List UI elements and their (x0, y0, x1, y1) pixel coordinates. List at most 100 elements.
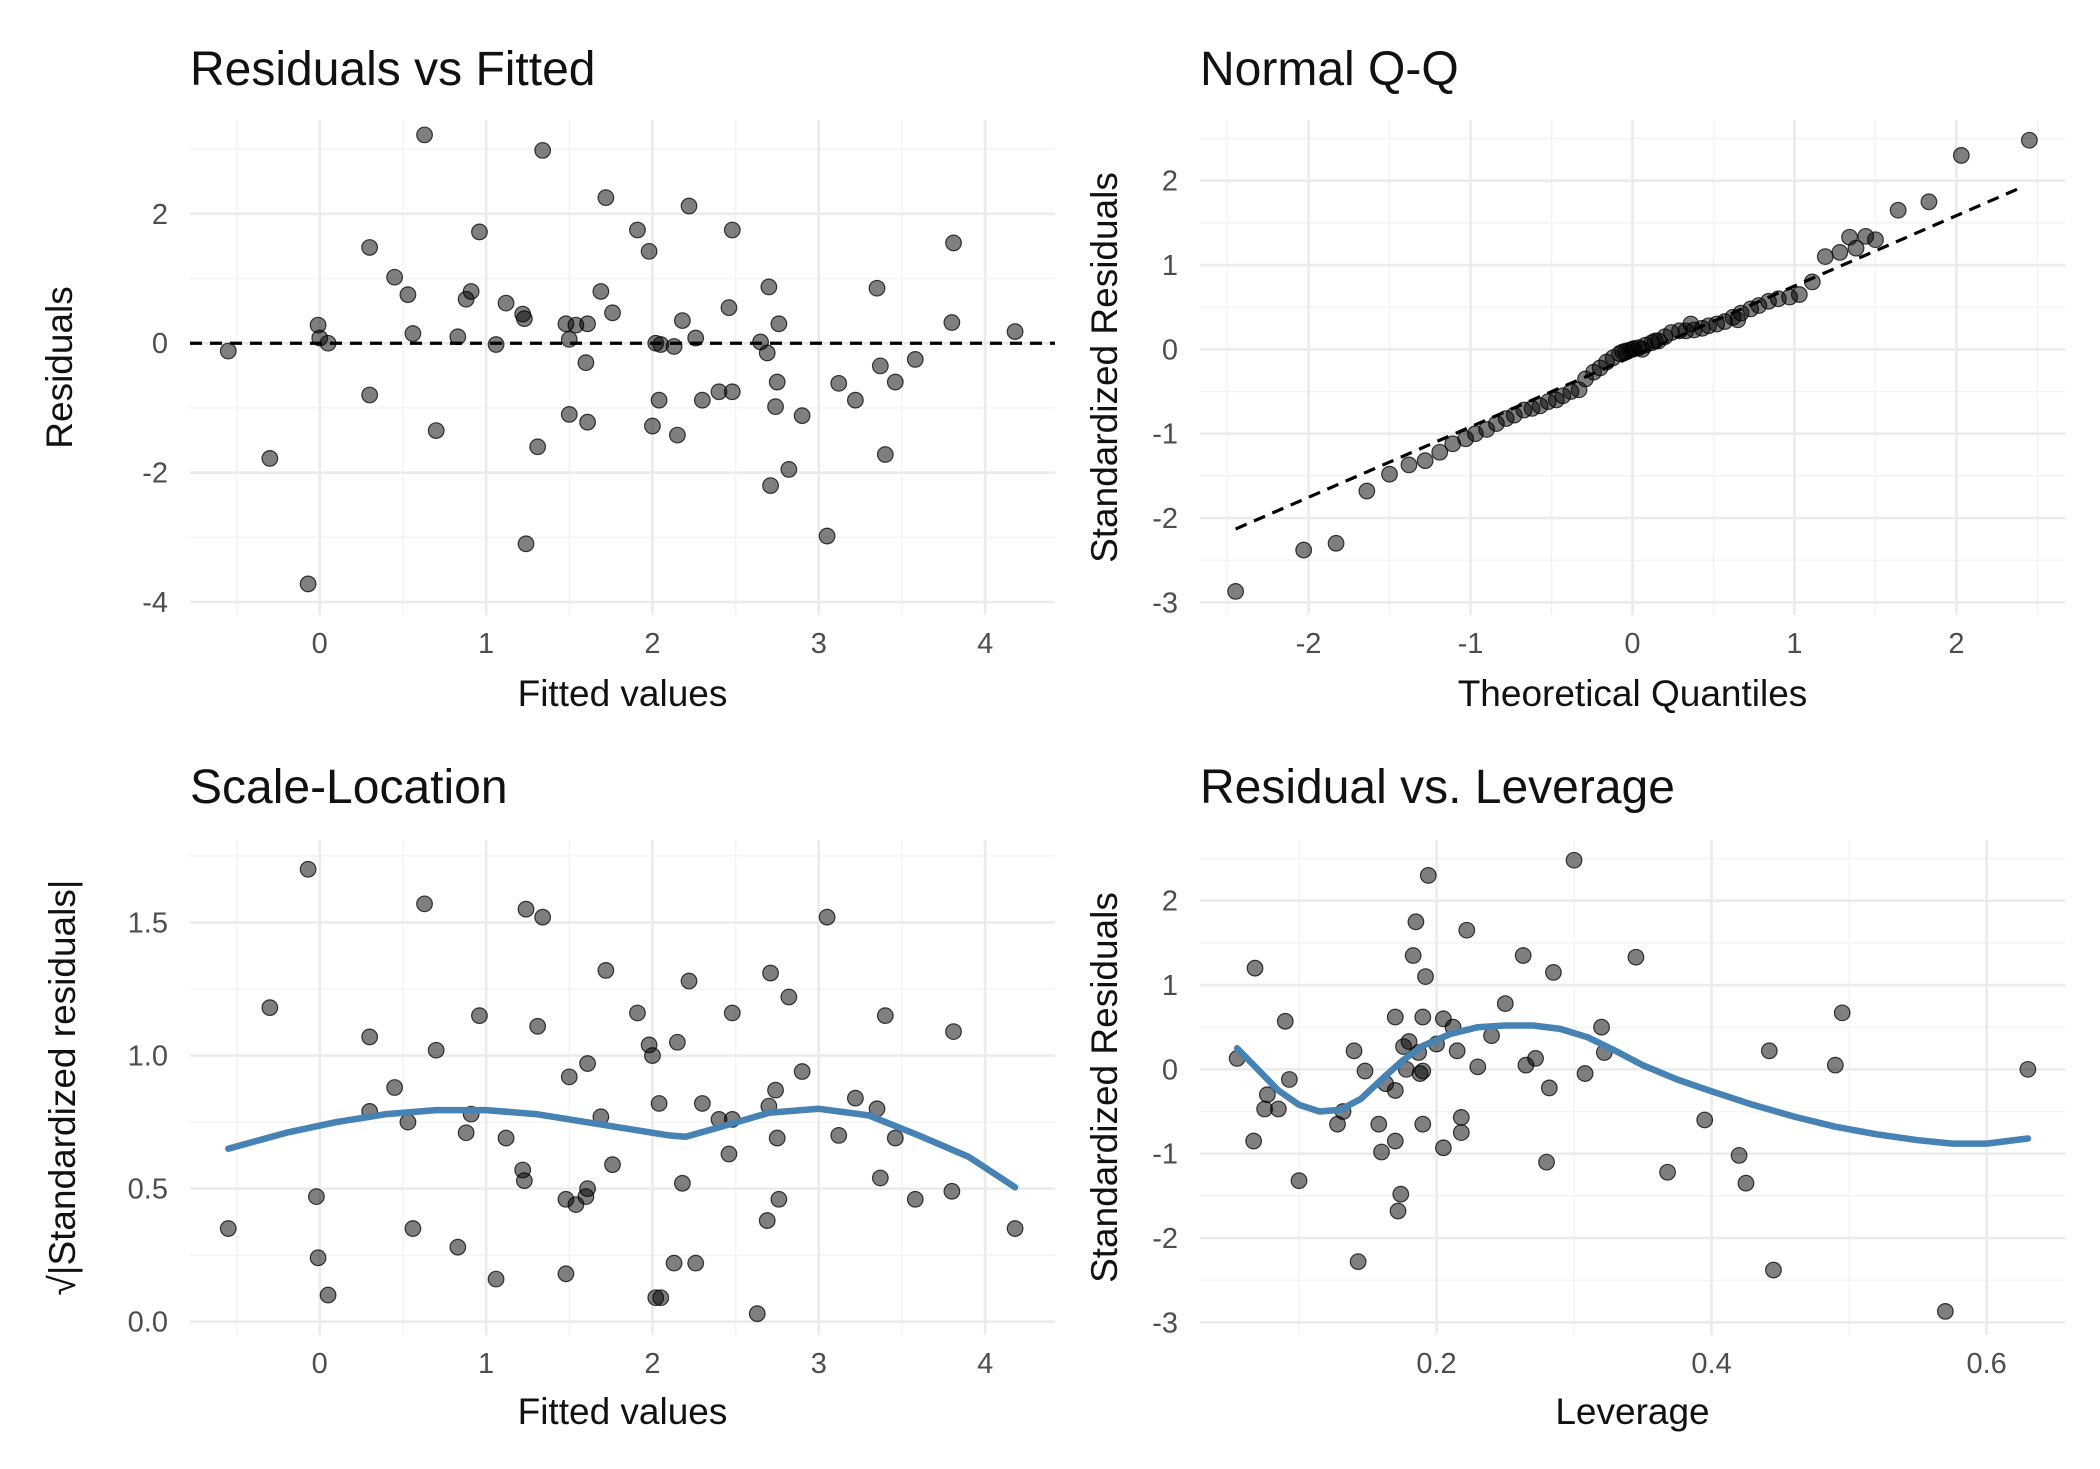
y-tick-label: -1 (1152, 1139, 1178, 1171)
x-tick-label: 3 (811, 628, 827, 660)
data-point (818, 908, 836, 926)
data-point (767, 1081, 784, 1099)
data-point (830, 1127, 848, 1144)
y-axis-title: Residuals (39, 286, 80, 448)
y-tick-label: 0.0 (128, 1307, 168, 1339)
y-tick-label: 2 (1162, 886, 1178, 918)
data-point (1920, 193, 1938, 211)
data-point (1227, 582, 1245, 600)
data-point (1545, 963, 1562, 981)
data-point (319, 334, 337, 352)
data-point (943, 1182, 961, 1200)
data-point (1803, 273, 1821, 291)
data-point (1452, 1124, 1470, 1142)
data-point (1414, 1115, 1432, 1133)
data-point (760, 278, 778, 296)
data-point (515, 1172, 533, 1190)
data-point (416, 895, 433, 913)
data-point (416, 126, 433, 144)
loess-curve (225, 1105, 1019, 1191)
y-axis-title: Standardized Residuals (1084, 172, 1125, 563)
data-point (1349, 1253, 1367, 1271)
data-point (1514, 947, 1532, 964)
x-axis-title: Theoretical Quantiles (1458, 673, 1808, 714)
data-point (534, 142, 552, 159)
data-point (1392, 1185, 1410, 1203)
data-point (818, 527, 836, 545)
data-point (768, 373, 786, 391)
data-point (299, 575, 317, 593)
data-point (629, 221, 646, 239)
data-point (1414, 1008, 1432, 1026)
data-point (1448, 1042, 1466, 1060)
y-tick-label: 0.5 (128, 1174, 168, 1206)
panel-title: Scale-Location (190, 761, 508, 814)
y-tick-label: -2 (142, 458, 168, 490)
data-point (1826, 1056, 1844, 1074)
data-point (762, 477, 779, 494)
data-point (319, 1286, 337, 1304)
data-point (261, 450, 279, 467)
data-point (1400, 1033, 1418, 1050)
data-point (1696, 1111, 1714, 1129)
data-point (644, 1047, 661, 1064)
x-ticks: 0 1 2 3 4 (312, 1348, 994, 1380)
data-point (687, 1254, 705, 1272)
data-point (597, 962, 615, 979)
data-point (1527, 1050, 1544, 1067)
data-point (1831, 243, 1849, 261)
data-point (1496, 995, 1514, 1012)
data-point (665, 338, 683, 355)
data-point (1245, 1132, 1263, 1150)
data-point (1730, 1146, 1748, 1164)
data-point (723, 1004, 741, 1022)
data-point (1646, 332, 1664, 350)
data-point (577, 354, 595, 372)
data-point (529, 438, 547, 456)
data-point (943, 314, 961, 331)
data-point (1417, 968, 1434, 986)
data-point (758, 344, 776, 362)
x-axis-title: Leverage (1555, 1391, 1709, 1432)
data-point (768, 1129, 786, 1147)
data-point (529, 1017, 547, 1035)
data-point (1373, 1143, 1390, 1161)
data-point (1458, 921, 1476, 939)
x-tick-label: 3 (811, 1348, 827, 1380)
grid (190, 120, 1055, 615)
x-tick-label: 1 (478, 628, 494, 660)
data-point (876, 446, 894, 463)
data-point (762, 964, 779, 982)
data-point (780, 988, 798, 1006)
data-point (906, 351, 924, 368)
data-point (693, 391, 711, 409)
y-tick-label: 0 (1162, 1054, 1178, 1086)
data-point (1765, 1261, 1782, 1279)
data-point (1419, 867, 1437, 884)
grid (1200, 840, 2065, 1335)
loess-curve (1233, 1022, 2032, 1147)
data-point (597, 189, 615, 207)
data-point (361, 239, 379, 256)
data-point (1841, 228, 1858, 246)
panel-normal-qq: Normal Q-Q -2 -1 0 1 2 -3 -2 -1 0 1 2 Theoretical… (1084, 43, 2065, 714)
data-point (1435, 1139, 1452, 1157)
data-point (2020, 131, 2038, 149)
data-point (604, 1156, 621, 1174)
y-tick-label: -2 (1152, 1223, 1178, 1255)
data-point (219, 342, 237, 360)
data-point (1857, 227, 1875, 245)
y-tick-label: -4 (142, 587, 168, 619)
data-point (1431, 443, 1449, 461)
data-point (1386, 1082, 1404, 1099)
data-point (748, 1305, 766, 1323)
data-point (652, 1289, 670, 1307)
panel-title: Residuals vs Fitted (190, 43, 596, 96)
data-point (515, 310, 533, 328)
y-axis-title: Standardized Residuals (1084, 892, 1125, 1283)
data-point (427, 422, 445, 439)
x-tick-label: 2 (1948, 628, 1964, 660)
data-point (534, 908, 552, 926)
